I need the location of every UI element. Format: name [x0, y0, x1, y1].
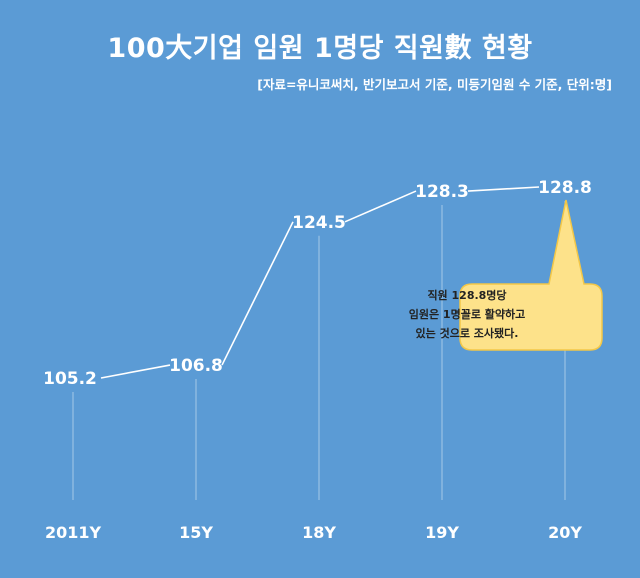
series-segment-2: [344, 190, 417, 223]
chart-title: 100大기업 임원 1명당 직원數 현황: [107, 33, 533, 64]
callout-text: 직원 128.8명당 임원은 1명꼴로 활약하고 있는 것으로 조사됐다.: [360, 286, 574, 343]
data-label-19Y: 128.3: [415, 182, 469, 202]
x-tick-20Y: 20Y: [548, 523, 582, 542]
x-tick-19Y: 19Y: [425, 523, 459, 542]
data-label-15Y: 106.8: [169, 356, 223, 376]
series-segment-1: [221, 221, 294, 366]
callout-line-2: 임원은 1명꼴로 활약하고: [408, 308, 526, 321]
series-segment-3: [467, 186, 540, 192]
data-label-20Y: 128.8: [538, 178, 592, 198]
data-label-2011Y: 105.2: [43, 369, 97, 389]
callout-line-1: 직원 128.8명당: [427, 289, 507, 302]
x-tick-labels: 2011Y 15Y 18Y 19Y 20Y: [45, 523, 582, 542]
series-line: [100, 186, 540, 379]
data-label-18Y: 124.5: [292, 213, 346, 233]
x-tick-18Y: 18Y: [302, 523, 336, 542]
callout-line-3: 있는 것으로 조사됐다.: [415, 327, 519, 340]
chart-subtitle: [자료=유니코써치, 반기보고서 기준, 미등기임원 수 기준, 단위:명]: [257, 77, 612, 92]
x-tick-15Y: 15Y: [179, 523, 213, 542]
x-tick-2011Y: 2011Y: [45, 523, 102, 542]
callout-bubble: [459, 199, 603, 351]
data-labels: 105.2 106.8 124.5 128.3 128.8: [43, 178, 592, 389]
series-segment-0: [100, 364, 171, 379]
